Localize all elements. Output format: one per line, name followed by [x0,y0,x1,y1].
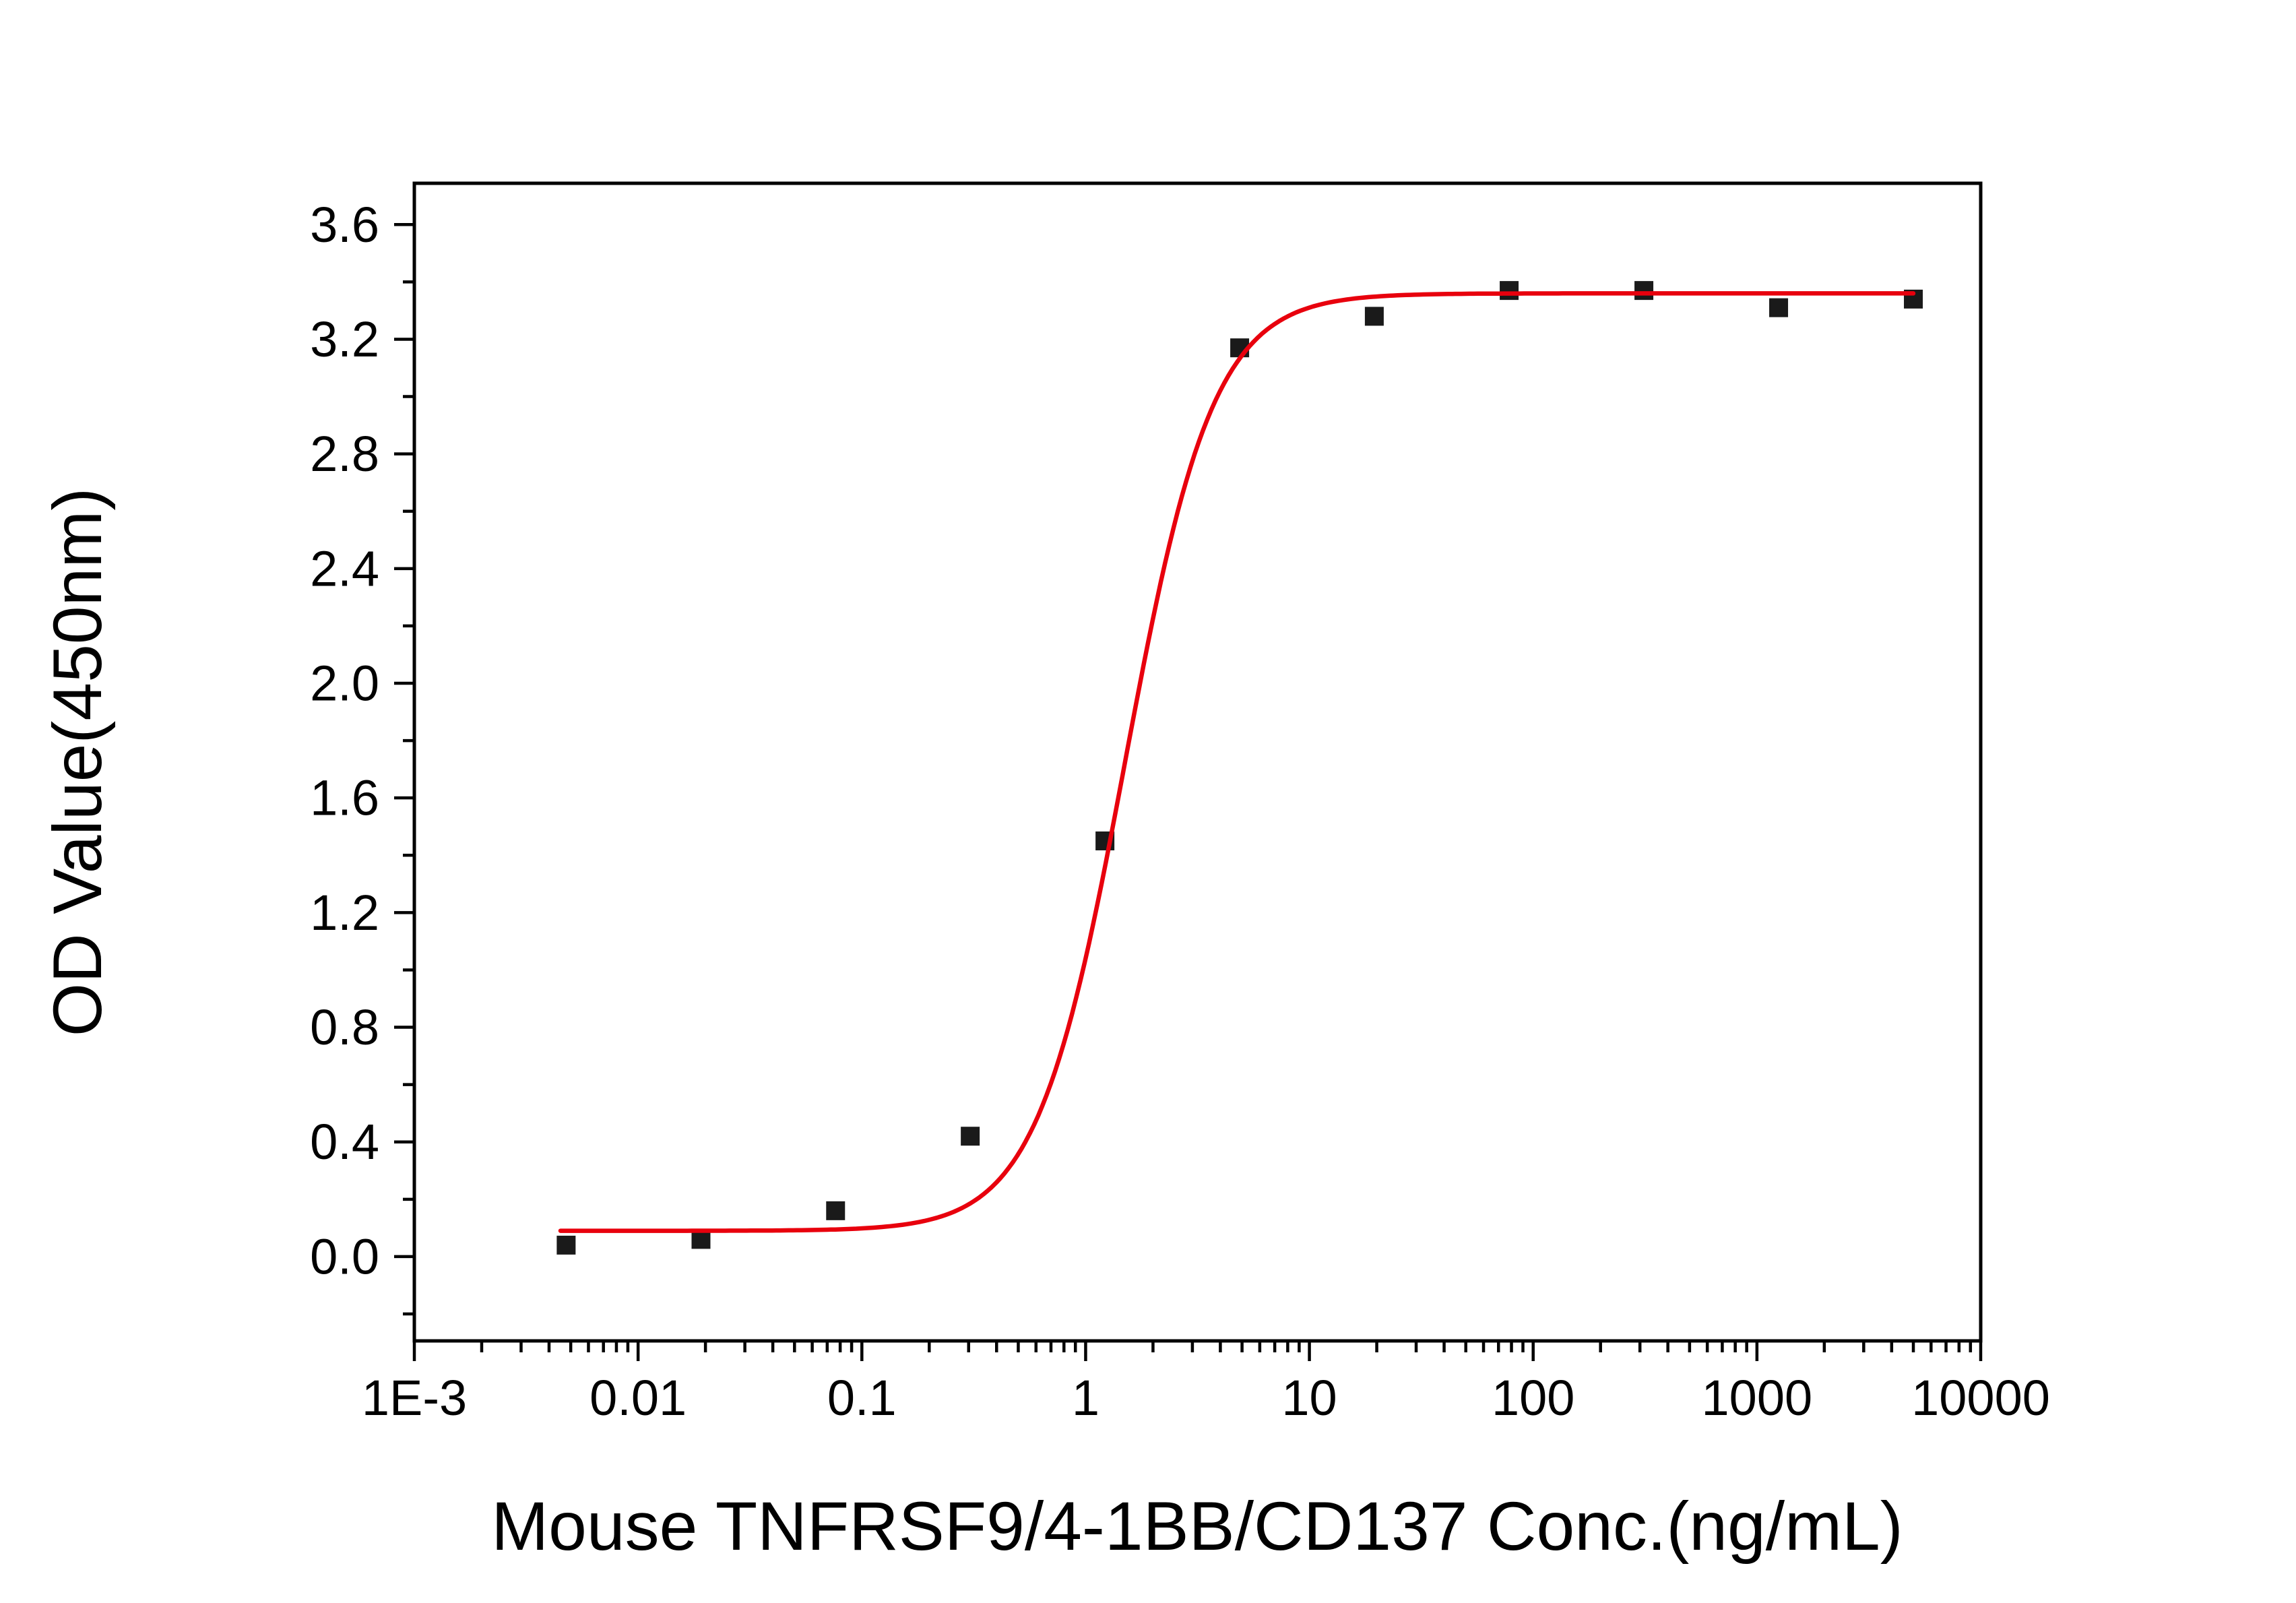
y-tick-label: 3.6 [310,197,379,253]
x-tick-label: 100 [1492,1370,1574,1426]
x-tick-label: 10000 [1911,1370,2050,1426]
y-tick-label: 0.0 [310,1228,379,1284]
plot-frame [412,181,1983,1343]
x-tick-label: 0.1 [827,1370,897,1426]
x-tick-label: 1 [1072,1370,1099,1426]
y-tick-label: 3.2 [310,311,379,367]
y-axis-title: OD Value(450nm) [39,488,116,1036]
data-point-marker [1634,281,1654,301]
x-tick-label: 10 [1281,1370,1337,1426]
fit-curve-line [558,291,1916,1233]
tick-labels: 1E-3 0.01 0.1 1 10 100 1000 10000 0.0 0.4 0.8 1.2 1.… [310,197,2050,1426]
x-tick-label: 1E-3 [362,1370,467,1426]
y-tick-label: 1.6 [310,770,379,826]
x-tick-label: 1000 [1702,1370,1813,1426]
data-point-marker [556,1235,576,1255]
y-tick-label: 0.8 [310,999,379,1055]
data-point-marker [691,1230,711,1249]
y-tick-label: 2.8 [310,426,379,482]
data-point-marker [1500,281,1519,301]
data-point-marker [826,1201,846,1220]
axis-ticks [394,223,1983,1361]
x-axis-title: Mouse TNFRSF9/4-1BB/CD137 Conc.(ng/mL) [491,1488,1903,1565]
y-tick-label: 2.0 [310,655,379,711]
x-tick-label: 0.01 [589,1370,687,1426]
y-tick-label: 0.4 [310,1114,379,1170]
data-point-marker [1364,307,1384,326]
data-point-marker [961,1127,980,1146]
y-tick-label: 2.4 [310,540,379,596]
y-tick-label: 1.2 [310,885,379,941]
data-point-marker [1769,298,1789,317]
